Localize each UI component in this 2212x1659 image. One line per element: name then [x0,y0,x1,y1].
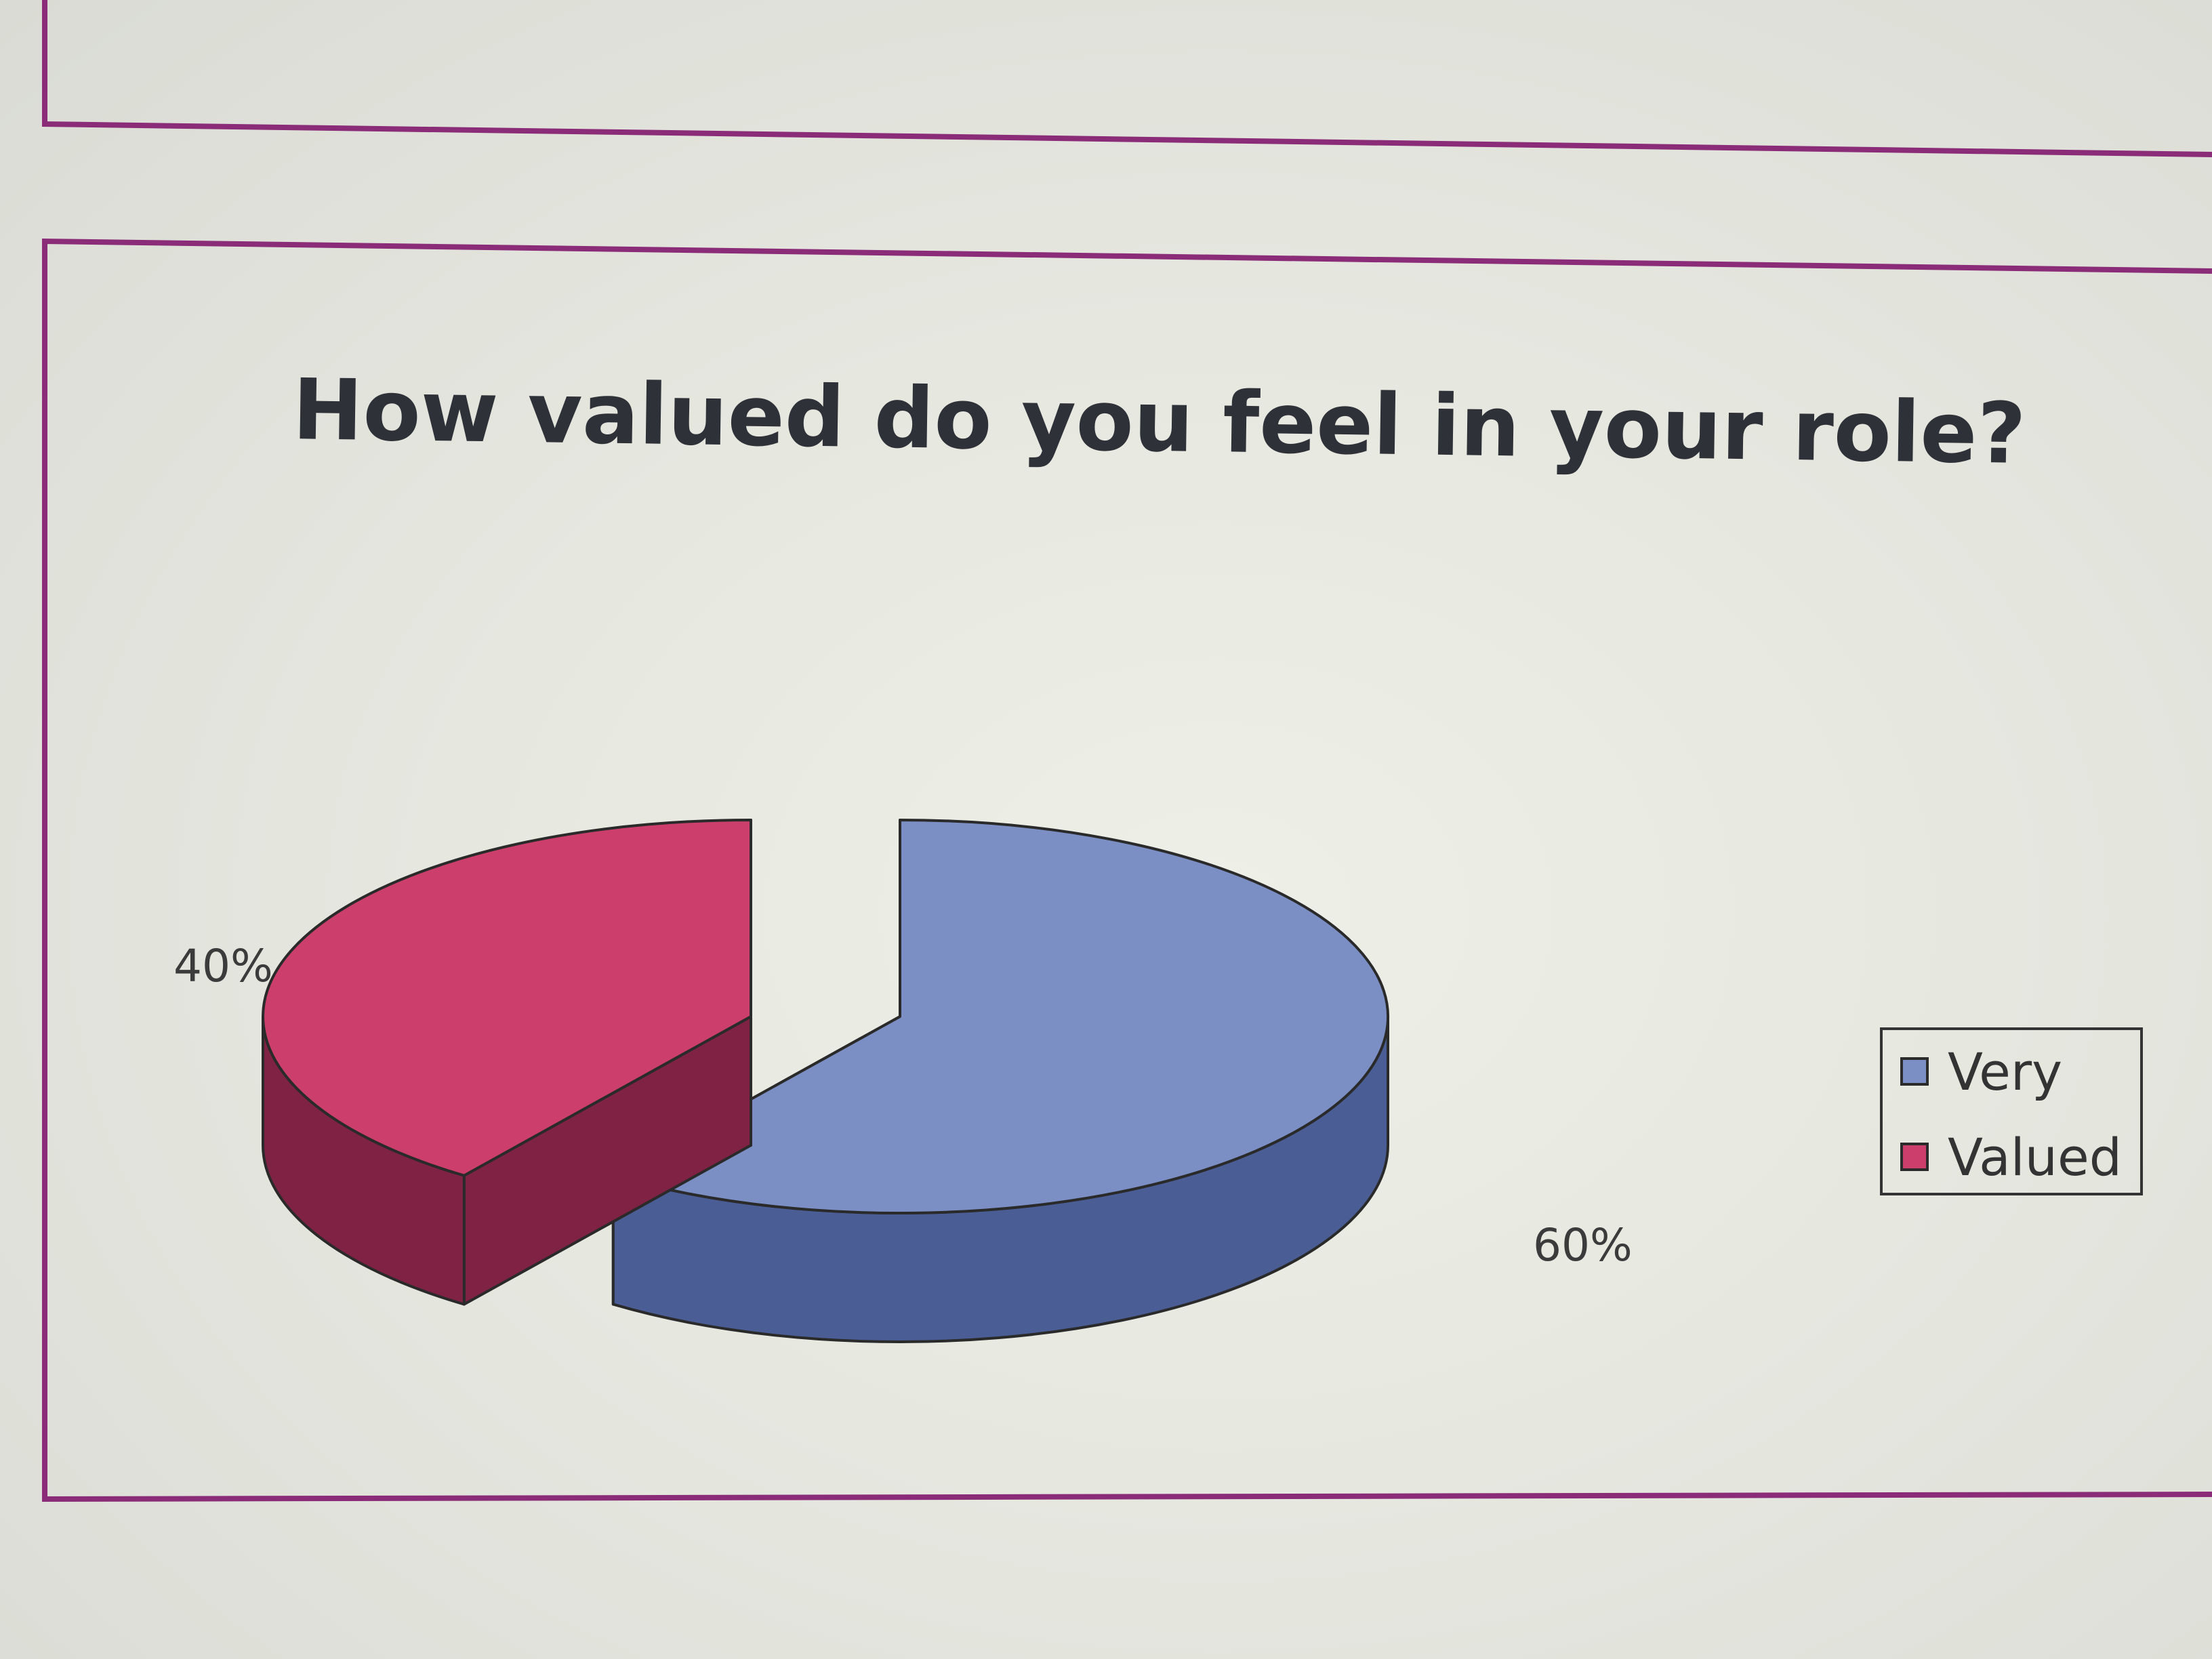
chart-legend: Very Valued [1880,1027,2143,1195]
data-label-valued: 40% [173,940,273,992]
pie-slice-very [611,819,1390,1343]
legend-label-valued: Valued [1948,1127,2122,1187]
legend-label-very: Very [1948,1042,2062,1102]
legend-swatch-valued [1900,1143,1929,1171]
pie-slice-valued [262,819,752,1306]
upper-panel-frame [41,0,2212,157]
chart-title: How valued do you feel in your role? [292,361,2027,483]
chart-panel-frame [42,238,2212,1502]
data-label-very: 60% [1533,1219,1633,1271]
legend-swatch-very [1900,1057,1929,1086]
legend-box [1880,1027,2143,1195]
pie-chart [262,819,1390,1343]
